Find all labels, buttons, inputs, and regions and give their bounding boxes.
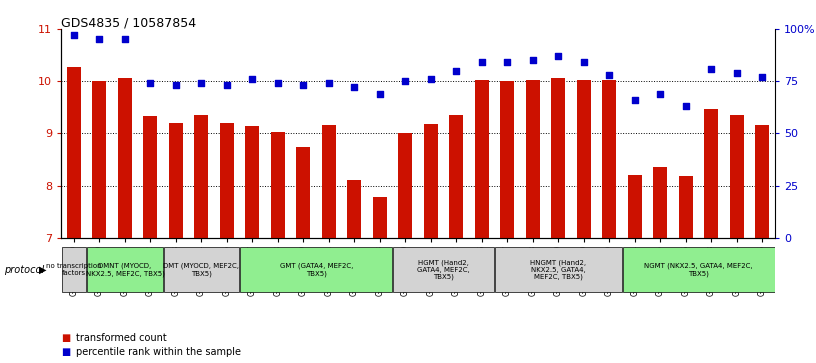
Bar [87,248,162,291]
Text: DMNT (MYOCD,
NKX2.5, MEF2C, TBX5): DMNT (MYOCD, NKX2.5, MEF2C, TBX5) [86,262,164,277]
Point [93,37,106,42]
Point [322,80,335,86]
Bar [67,67,81,238]
Point [705,66,718,72]
Bar [654,167,667,238]
Point [348,85,361,90]
Point [603,72,616,78]
Bar [348,180,361,238]
Bar [577,80,591,238]
Bar [118,78,132,238]
Bar [62,248,86,291]
Point [628,97,641,103]
Point [195,80,208,86]
Text: ▶: ▶ [38,265,47,274]
Point [476,60,489,65]
Point [118,37,131,42]
Bar [246,126,259,238]
Bar [164,248,239,291]
Bar [271,132,285,238]
Text: NGMT (NKX2.5, GATA4, MEF2C,
TBX5): NGMT (NKX2.5, GATA4, MEF2C, TBX5) [645,262,753,277]
Point [399,78,412,84]
Bar [220,123,234,238]
Point [654,91,667,97]
Bar [756,125,769,238]
Text: protocol: protocol [4,265,44,274]
Text: percentile rank within the sample: percentile rank within the sample [76,347,241,357]
Text: HNGMT (Hand2,
NKX2.5, GATA4,
MEF2C, TBX5): HNGMT (Hand2, NKX2.5, GATA4, MEF2C, TBX5… [530,259,587,280]
Bar [393,248,494,291]
Bar [322,125,336,238]
Bar [500,81,514,238]
Bar [424,124,438,238]
Point [730,70,743,76]
Point [246,76,259,82]
Point [756,74,769,80]
Bar [169,123,183,238]
Point [424,76,437,82]
Bar [450,115,463,238]
Point [220,82,233,88]
Text: GDS4835 / 10587854: GDS4835 / 10587854 [61,16,197,29]
Text: HGMT (Hand2,
GATA4, MEF2C,
TBX5): HGMT (Hand2, GATA4, MEF2C, TBX5) [417,259,470,280]
Bar [628,175,642,238]
Point [272,80,285,86]
Bar [194,115,208,238]
Point [374,91,387,97]
Bar [296,147,310,238]
Point [501,60,514,65]
Bar [623,248,774,291]
Bar [373,197,387,238]
Bar [602,80,616,238]
Point [68,32,81,38]
Point [297,82,310,88]
Point [578,60,591,65]
Point [526,57,539,63]
Text: transformed count: transformed count [76,333,166,343]
Text: no transcription
factors: no transcription factors [47,263,102,276]
Bar [92,81,106,238]
Bar [398,134,412,238]
Bar [144,116,157,238]
Text: DMT (MYOCD, MEF2C,
TBX5): DMT (MYOCD, MEF2C, TBX5) [163,262,239,277]
Point [450,68,463,74]
Bar [475,80,489,238]
Bar [240,248,392,291]
Bar [730,115,744,238]
Point [144,80,157,86]
Point [680,103,693,109]
Point [552,53,565,59]
Point [170,82,183,88]
Bar [526,80,540,238]
Text: GMT (GATA4, MEF2C,
TBX5): GMT (GATA4, MEF2C, TBX5) [280,262,353,277]
Bar [679,176,693,238]
Text: ■: ■ [61,333,70,343]
Bar [552,78,565,238]
Text: ■: ■ [61,347,70,357]
Bar [495,248,622,291]
Bar [704,109,718,238]
